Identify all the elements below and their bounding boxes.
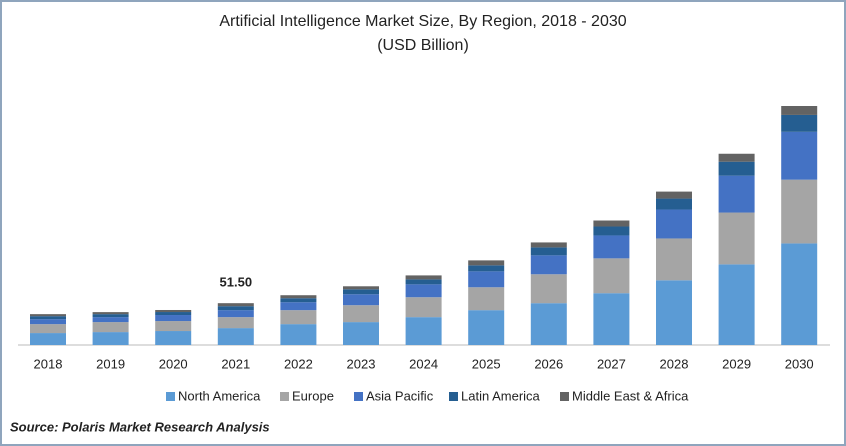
- x-tick-label: 2018: [34, 356, 63, 371]
- legend-label: Europe: [292, 388, 334, 403]
- x-tick-label: 2025: [472, 356, 501, 371]
- bar-segment: [280, 324, 317, 345]
- bar-segment: [718, 212, 755, 265]
- bar-segment: [593, 258, 630, 294]
- bar-segment: [30, 314, 66, 317]
- legend-label: North America: [178, 388, 261, 403]
- bar-segment: [280, 302, 317, 311]
- x-tick-label: 2026: [534, 356, 563, 371]
- bar-segment: [217, 328, 254, 345]
- bar-segment: [217, 310, 254, 318]
- bar-segment: [656, 280, 692, 345]
- chart-subtitle: (USD Billion): [377, 37, 469, 54]
- bar-segment: [405, 275, 442, 280]
- bar-segment: [530, 255, 567, 275]
- bar-segment: [593, 235, 630, 259]
- bar-segment: [656, 191, 692, 199]
- bar-segment: [343, 286, 379, 290]
- bar-segment: [718, 264, 755, 345]
- bar-segment: [468, 271, 505, 288]
- bar-segment: [718, 153, 755, 162]
- x-tick-label: 2030: [785, 356, 814, 371]
- bar-segment: [343, 289, 379, 295]
- bar-segment: [656, 238, 692, 281]
- bar-segment: [656, 198, 692, 210]
- chart-title: Artificial Intelligence Market Size, By …: [219, 13, 626, 30]
- bar-segment: [781, 131, 818, 180]
- bar-segment: [656, 209, 692, 239]
- bar-segment: [30, 316, 66, 320]
- bar-segment: [280, 298, 317, 303]
- bar-segment: [405, 317, 442, 345]
- legend-label: Middle East & Africa: [572, 388, 689, 403]
- bar-segment: [530, 303, 567, 345]
- bar-segment: [593, 293, 630, 345]
- bar-segment: [155, 315, 192, 322]
- bar-segment: [593, 220, 630, 227]
- bar-segment: [781, 114, 818, 132]
- legend-swatch: [166, 392, 175, 401]
- bar-segment: [155, 321, 192, 332]
- annotation: 51.50: [220, 275, 253, 290]
- bar-segment: [343, 305, 379, 323]
- bar-segment: [468, 260, 505, 266]
- bar-segment: [593, 226, 630, 236]
- bar-segment: [781, 106, 818, 115]
- x-tick-label: 2027: [597, 356, 626, 371]
- bar-segment: [405, 284, 442, 298]
- bar-segment: [405, 279, 442, 285]
- bar-segment: [92, 312, 129, 315]
- legend-label: Asia Pacific: [366, 388, 434, 403]
- bar-segment: [468, 310, 505, 345]
- bar-segment: [530, 247, 567, 256]
- bar-segment: [155, 312, 192, 316]
- x-tick-label: 2022: [284, 356, 313, 371]
- bar-segment: [718, 175, 755, 213]
- bar-segment: [217, 306, 254, 311]
- bar-segment: [92, 332, 129, 345]
- bar-segment: [343, 294, 379, 306]
- bar-segment: [92, 317, 129, 323]
- source: Source: Polaris Market Research Analysis: [10, 419, 270, 434]
- legend-label: Latin America: [461, 388, 541, 403]
- bar-segment: [718, 161, 755, 176]
- x-tick-label: 2029: [722, 356, 751, 371]
- bar-segment: [468, 265, 505, 272]
- bar-segment: [92, 322, 129, 333]
- bar-segment: [217, 317, 254, 329]
- bar-segment: [530, 274, 567, 304]
- bar-segment: [92, 314, 129, 318]
- bar-segment: [280, 295, 317, 299]
- bar-segment: [30, 319, 66, 325]
- bar-segment: [781, 243, 818, 345]
- bar-segment: [530, 242, 567, 248]
- legend-swatch: [449, 392, 458, 401]
- bar-segment: [280, 310, 317, 325]
- x-tick-label: 2021: [221, 356, 250, 371]
- legend-swatch: [280, 392, 289, 401]
- legend-swatch: [560, 392, 569, 401]
- legend-swatch: [354, 392, 363, 401]
- x-tick-label: 2024: [409, 356, 438, 371]
- bar-segment: [405, 297, 442, 318]
- bar-segment: [217, 303, 254, 307]
- x-tick-label: 2019: [96, 356, 125, 371]
- bar-segment: [30, 324, 66, 334]
- bar-segment: [30, 333, 66, 345]
- bar-segment: [468, 287, 505, 311]
- bar-segment: [155, 331, 192, 345]
- x-tick-label: 2023: [347, 356, 376, 371]
- x-tick-label: 2028: [660, 356, 689, 371]
- x-tick-label: 2020: [159, 356, 188, 371]
- bar-segment: [781, 179, 818, 244]
- bar-segment: [343, 322, 379, 345]
- bar-segment: [155, 309, 192, 313]
